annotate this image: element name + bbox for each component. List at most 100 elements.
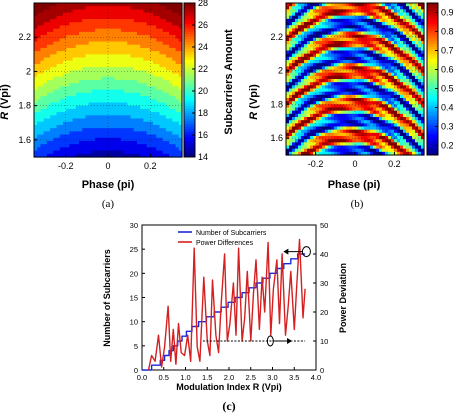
heatmap-cell [328,60,332,64]
heatmap-cell [334,72,338,77]
heatmap-cell [346,60,350,64]
heatmap-cell [316,123,320,128]
heatmap-cell [130,96,135,100]
heatmap-cell [295,110,299,115]
heatmap-cell [352,18,356,23]
heatmap-cell [292,123,296,128]
heatmap-cell [289,117,293,121]
heatmap-cell [175,25,180,30]
heatmap-cell [400,53,404,58]
heatmap-cell [104,3,109,7]
heatmap-cell [325,136,329,140]
heatmap-cell [400,107,404,112]
heatmap-cell [143,31,148,36]
heatmap-cell [140,131,144,136]
heatmap-cell [46,28,51,33]
heatmap-cell [385,139,389,143]
heatmap-cell [40,63,45,68]
heatmap-cell [379,34,383,39]
heatmap-cell [140,150,144,155]
heatmap-cell [334,37,338,42]
heatmap-cell [66,63,70,68]
heatmap-cell [159,60,164,65]
heatmap-cell [307,72,311,77]
heatmap-cell [37,3,42,7]
heatmap-cell [295,145,299,150]
heatmap-cell [301,94,305,99]
heatmap-cell [379,132,383,137]
heatmap-cell [337,28,341,33]
heatmap-cell [364,28,368,33]
heatmap-cell [40,134,45,139]
heatmap-cell [355,110,359,115]
heatmap-cell [46,137,51,142]
heatmap-cell [394,66,398,71]
heatmap-cell [352,44,356,48]
heatmap-cell [43,115,48,120]
heatmap-cell [394,132,398,137]
heatmap-cell [412,53,416,58]
heatmap-cell [146,9,151,14]
heatmap-cell [136,57,141,62]
heatmap-cell [328,142,332,147]
heatmap-cell [400,85,404,90]
heatmap-cell [95,19,99,23]
heatmap-cell [91,57,96,62]
heatmap-cell [394,129,398,134]
heatmap-cell [415,44,419,48]
heatmap-cell [334,142,338,147]
heatmap-cell [382,72,386,77]
heatmap-cell [349,63,353,67]
heatmap-cell [334,129,338,134]
heatmap-cell [56,108,61,113]
heatmap-cell [140,73,144,78]
heatmap-cell [421,104,425,109]
heatmap-cell [82,41,87,46]
heatmap-cell [59,73,64,78]
heatmap-cell [373,9,377,14]
heatmap-cell [361,136,365,140]
heatmap-cell [172,89,177,94]
heatmap-cell [66,38,70,43]
heatmap-cell [120,12,125,17]
heatmap-cell [388,129,392,134]
heatmap-cell [394,31,398,36]
heatmap-cell [165,99,170,104]
heatmap-cell [149,108,154,113]
heatmap-cell [418,104,422,109]
heatmap-cell [117,76,122,81]
heatmap-cell [136,83,141,88]
heatmap-cell [289,75,293,80]
heatmap-cell [178,47,183,52]
heatmap-cell [385,12,389,17]
heatmap-cell [415,69,419,74]
heatmap-cell [117,128,122,132]
heatmap-cell [304,82,308,86]
heatmap-cell [104,131,109,136]
heatmap-cell [159,31,164,36]
heatmap-cell [412,28,416,33]
heatmap-cell [159,96,164,100]
heatmap-cell [337,41,341,45]
heatmap-cell [178,19,183,23]
heatmap-cell [156,86,161,91]
heatmap-cell [88,47,93,52]
heatmap-cell [301,37,305,42]
heatmap-cell [418,31,422,36]
heatmap-cell [169,121,173,126]
heatmap-cell [88,57,93,62]
heatmap-cell [50,102,54,107]
heatmap-cell [114,134,119,139]
heatmap-cell [412,151,416,156]
heatmap-cell [140,31,144,36]
heatmap-cell [355,107,359,112]
heatmap-cell [409,123,413,128]
heatmap-cell [361,66,365,71]
heatmap-cell [337,129,341,134]
heatmap-cell [343,85,347,90]
heatmap-cell [388,3,392,7]
heatmap-cell [352,41,356,45]
heatmap-cell [37,112,42,116]
heatmap-cell [56,115,61,120]
heatmap-cell [59,102,64,107]
